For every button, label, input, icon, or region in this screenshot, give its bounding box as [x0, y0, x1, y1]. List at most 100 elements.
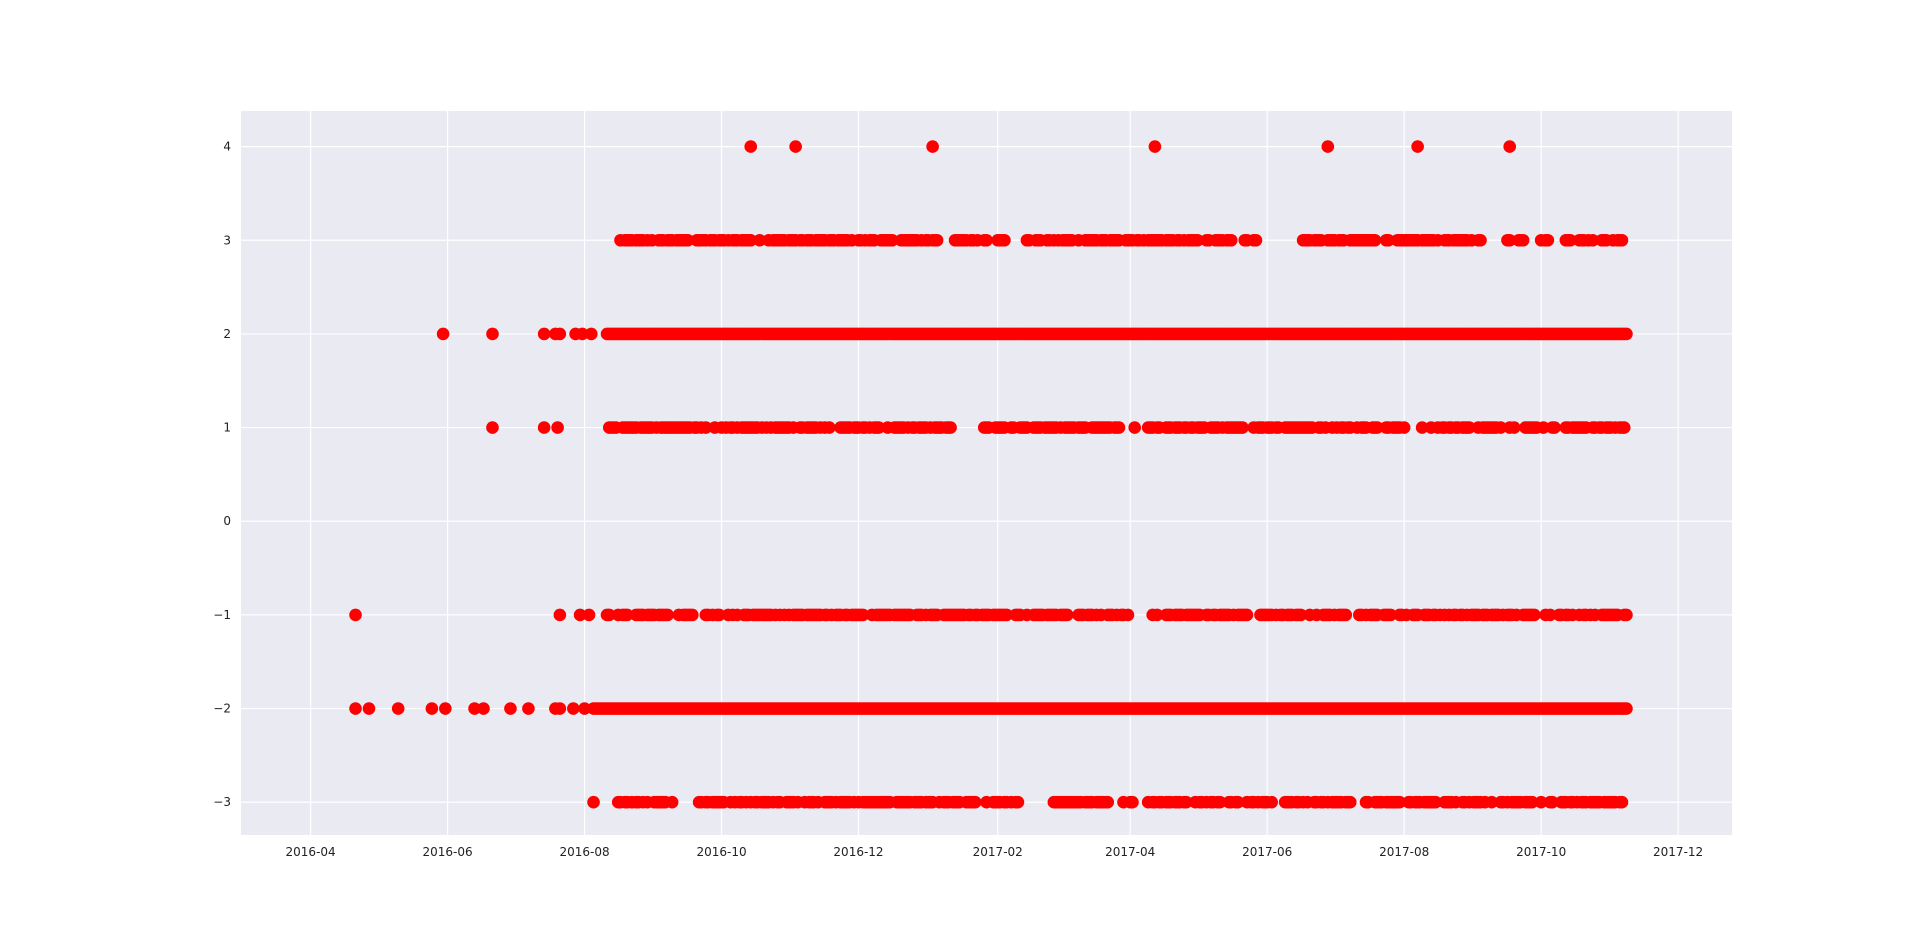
data-point — [553, 608, 567, 622]
data-point — [620, 608, 634, 622]
x-tick-label: 2016-08 — [559, 845, 609, 859]
data-point — [349, 608, 362, 622]
data-point — [1503, 233, 1516, 247]
x-tick-label: 2016-10 — [696, 845, 746, 859]
x-axis-tick-labels: 2016-04 2016-06 2016-08 2016-10 2016-12 2017-… — [286, 845, 1704, 859]
y-axis-tick-labels: −3 −2 −1 0 1 2 3 4 — [213, 140, 231, 810]
data-point — [504, 702, 517, 715]
data-point — [1213, 795, 1227, 809]
data-point — [1393, 795, 1406, 809]
x-tick-label: 2016-04 — [286, 845, 336, 859]
data-point — [573, 608, 587, 622]
data-point — [681, 233, 695, 247]
data-point — [1411, 140, 1424, 153]
data-point — [1494, 421, 1508, 434]
data-point — [944, 421, 957, 434]
y-tick-label: −2 — [213, 702, 231, 716]
data-point — [1485, 795, 1499, 809]
data-point — [1112, 421, 1126, 434]
data-point — [1061, 608, 1074, 622]
data-point — [1224, 233, 1238, 247]
data-point — [477, 702, 490, 715]
data-point — [1321, 140, 1335, 153]
data-point — [436, 327, 450, 341]
y-tick-label: 1 — [223, 421, 231, 435]
data-point — [712, 608, 726, 622]
data-point — [582, 608, 596, 622]
data-point — [1537, 421, 1550, 434]
data-point — [1343, 795, 1357, 809]
data-point — [1191, 233, 1204, 247]
data-point — [1541, 233, 1555, 247]
data-point — [1503, 140, 1516, 153]
data-point — [968, 795, 982, 809]
data-point — [1126, 795, 1139, 809]
x-tick-label: 2017-08 — [1379, 845, 1429, 859]
data-point — [744, 140, 758, 153]
data-point — [998, 233, 1011, 247]
data-point — [1516, 233, 1530, 247]
data-point — [585, 327, 598, 341]
data-point — [1370, 421, 1384, 434]
data-point — [789, 140, 802, 153]
data-point — [1397, 421, 1411, 434]
x-tick-label: 2017-10 — [1516, 845, 1566, 859]
data-point — [1615, 233, 1629, 247]
data-point — [576, 327, 589, 341]
data-point — [553, 327, 567, 341]
data-point — [1620, 608, 1633, 622]
data-point — [578, 702, 591, 715]
data-point — [1180, 795, 1193, 809]
x-tick-label: 2017-04 — [1105, 845, 1155, 859]
data-point — [486, 421, 499, 434]
x-tick-label: 2017-12 — [1653, 845, 1703, 859]
data-point — [486, 327, 499, 341]
data-point — [362, 702, 376, 715]
data-point — [1011, 795, 1025, 809]
data-point — [1615, 795, 1629, 809]
data-point — [602, 608, 616, 622]
data-point — [1586, 233, 1600, 247]
data-point — [1148, 140, 1162, 153]
data-point — [1415, 421, 1429, 434]
x-tick-label: 2017-06 — [1242, 845, 1292, 859]
data-point — [468, 702, 481, 715]
data-point — [391, 702, 405, 715]
data-point — [1384, 608, 1397, 622]
data-point — [1429, 795, 1442, 809]
data-point — [1382, 233, 1395, 247]
data-points — [349, 140, 1633, 809]
data-point — [1620, 702, 1633, 715]
data-point — [1546, 795, 1559, 809]
y-tick-label: 0 — [223, 514, 231, 528]
data-point — [661, 608, 674, 622]
data-point — [567, 702, 580, 715]
data-point — [1265, 795, 1278, 809]
data-point — [1543, 608, 1557, 622]
data-point — [930, 233, 944, 247]
y-tick-label: 4 — [223, 140, 231, 154]
data-point — [856, 608, 870, 622]
y-tick-label: −1 — [213, 608, 231, 622]
y-tick-label: 2 — [223, 327, 231, 341]
data-point — [587, 795, 600, 809]
data-point — [1617, 421, 1631, 434]
data-point — [1474, 233, 1487, 247]
data-point — [665, 795, 679, 809]
data-point — [1528, 608, 1541, 622]
data-point — [699, 421, 713, 434]
data-point — [425, 702, 439, 715]
data-point — [823, 421, 836, 434]
data-point — [1150, 608, 1164, 622]
data-point — [872, 421, 886, 434]
data-point — [753, 233, 767, 247]
data-point — [522, 702, 535, 715]
data-point — [1128, 421, 1141, 434]
data-point — [1548, 421, 1561, 434]
x-tick-label: 2016-06 — [423, 845, 473, 859]
data-point — [1368, 233, 1382, 247]
data-point — [1507, 421, 1521, 434]
data-point — [1231, 795, 1245, 809]
